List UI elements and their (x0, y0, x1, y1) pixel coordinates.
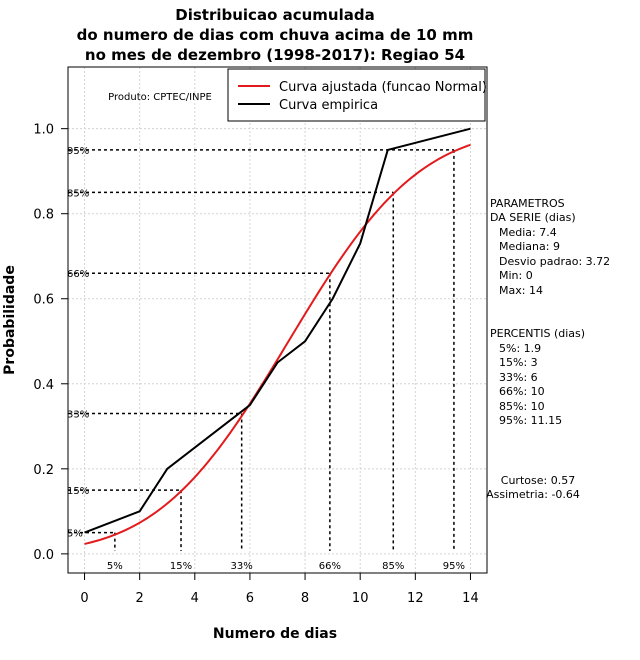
percentile-y-label: 66% (67, 269, 89, 280)
params-title-1: PARAMETROS (490, 197, 565, 210)
percentil-66: 66%: 10 (499, 385, 545, 398)
percentile-y-label: 85% (67, 188, 89, 199)
percentil-15: 15%: 3 (499, 356, 538, 369)
param-media: Media: 7.4 (499, 226, 557, 239)
param-min: Min: 0 (499, 269, 533, 282)
percentil-5: 5%: 1.9 (499, 342, 541, 355)
percentile-x-label: 33% (231, 561, 253, 572)
x-tick-label: 12 (407, 591, 424, 606)
x-tick-label: 14 (462, 591, 479, 606)
grid-layer (68, 67, 487, 573)
plot-frame (67, 66, 488, 574)
chart-title-line-2: do numero de dias com chuva acima de 10 … (77, 26, 474, 44)
legend: Curva ajustada (funcao Normal) Curva emp… (227, 68, 487, 122)
param-max: Max: 14 (499, 284, 543, 297)
percentile-y-label: 33% (67, 410, 89, 421)
param-mediana: Mediana: 9 (499, 240, 560, 253)
assimetria-text: Assimetria: -0.64 (486, 488, 580, 501)
series-layer (84, 127, 471, 545)
chart-title-line-1: Distribuicao acumulada (175, 6, 374, 24)
percentis-title: PERCENTIS (dias) (490, 327, 585, 340)
x-tick-label: 0 (80, 591, 88, 606)
product-label: Produto: CPTEC/INPE (108, 92, 212, 103)
x-tick-label: 6 (246, 591, 254, 606)
y-tick-label: 0.4 (33, 378, 54, 393)
legend-label-fitted: Curva ajustada (funcao Normal) (279, 80, 487, 95)
y-tick-label: 0.6 (33, 293, 54, 308)
param-desvio: Desvio padrao: 3.72 (499, 255, 610, 268)
series-line-fitted (84, 143, 471, 545)
y-axis-label: Probabilidade (2, 265, 18, 375)
percentil-85: 85%: 10 (499, 400, 545, 413)
legend-label-empirical: Curva empirica (279, 98, 378, 113)
percentile-x-label: 66% (319, 561, 341, 572)
y-tick-label: 1.0 (33, 123, 54, 138)
axis-layer: 0 2 4 6 8 10 12 14 0.0 0.2 0.4 0.6 0.8 1.0 (33, 123, 478, 606)
params-title-2: DA SERIE (dias) (490, 211, 576, 224)
percentile-x-label: 15% (170, 561, 192, 572)
x-tick-label: 8 (301, 591, 309, 606)
percentile-y-label: 95% (67, 146, 89, 157)
y-tick-label: 0.2 (33, 463, 54, 478)
y-tick-label: 0.0 (33, 548, 54, 563)
percentil-95: 95%: 11.15 (499, 414, 562, 427)
legend-box (227, 68, 486, 122)
x-tick-label: 4 (191, 591, 199, 606)
percentile-x-label: 85% (382, 561, 404, 572)
percentil-33: 33%: 6 (499, 371, 538, 384)
x-tick-label: 10 (352, 591, 369, 606)
percentile-markers-layer: 5% 5% 15% 15% 33% 33% 66% 66% 85% 85% 95% 95% (67, 146, 465, 572)
side-panel: PARAMETROS DA SERIE (dias) Media: 7.4 Me… (486, 197, 610, 501)
chart-title-line-3: no mes de dezembro (1998-2017): Regiao 5… (85, 46, 465, 64)
series-line-empirical (84, 127, 471, 534)
percentile-y-label: 5% (67, 529, 83, 540)
x-tick-label: 2 (136, 591, 144, 606)
percentile-x-label: 5% (107, 561, 123, 572)
percentile-x-label: 95% (443, 561, 465, 572)
x-axis-label: Numero de dias (213, 626, 337, 642)
curtose-text: Curtose: 0.57 (501, 474, 575, 487)
percentile-y-label: 15% (67, 486, 89, 497)
y-tick-label: 0.8 (33, 208, 54, 223)
